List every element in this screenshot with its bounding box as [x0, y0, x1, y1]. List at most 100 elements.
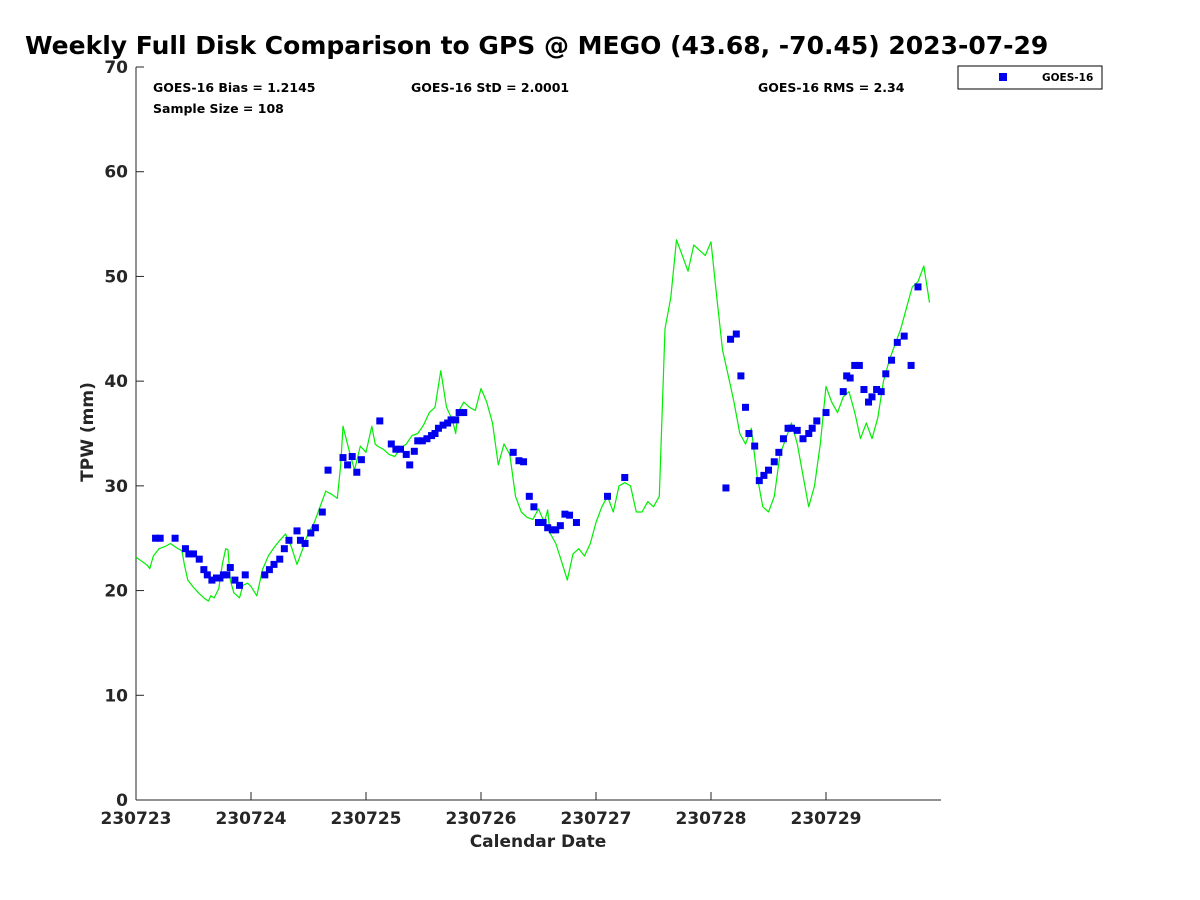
- y-tick-label: 40: [104, 372, 128, 392]
- goes16-data-point: [439, 421, 447, 429]
- goes16-data-point: [190, 550, 197, 558]
- goes16-data-point: [226, 564, 234, 572]
- goes16-data-point: [855, 361, 863, 369]
- goes16-data-point: [900, 332, 908, 340]
- goes16-data-point: [621, 473, 629, 481]
- y-tick-label: 0: [116, 791, 128, 811]
- goes16-data-point: [520, 458, 528, 466]
- goes16-data-point: [566, 511, 574, 519]
- goes16-data-point: [742, 403, 749, 411]
- plot-frame: [135, 67, 941, 801]
- y-tick-label: 60: [104, 163, 128, 183]
- goes16-data-point: [414, 437, 422, 445]
- gps-line-layer: [135, 239, 931, 602]
- goes16-data-point: [839, 388, 847, 396]
- goes16-data-point: [544, 524, 552, 532]
- axis-ticks: [135, 66, 827, 801]
- goes16-data-point: [185, 550, 193, 558]
- goes16-data-point: [285, 536, 293, 544]
- goes16-data-point: [515, 457, 523, 465]
- goes16-data-point: [357, 456, 365, 464]
- goes16-data-point: [423, 435, 431, 443]
- y-tick-label: 50: [104, 267, 128, 287]
- goes16-data-point: [431, 430, 439, 437]
- goes16-data-point: [434, 424, 442, 432]
- goes16-data-point: [402, 450, 410, 458]
- goes16-data-point: [893, 338, 901, 346]
- sample-size-annotation: Sample Size = 108: [153, 101, 284, 116]
- goes16-data-point: [181, 545, 189, 553]
- x-tick-label: 230724: [216, 809, 287, 829]
- goes16-data-point: [270, 560, 278, 568]
- goes16-data-point: [914, 283, 922, 291]
- goes16-data-point: [460, 409, 468, 417]
- goes16-data-point: [813, 417, 821, 425]
- x-axis-label: Calendar Date: [470, 832, 607, 852]
- goes16-data-point: [200, 566, 208, 574]
- goes16-data-point: [203, 571, 211, 579]
- y-tick-label: 30: [104, 477, 128, 497]
- goes16-data-point: [397, 445, 404, 453]
- goes16-data-point: [261, 571, 269, 579]
- goes16-data-point: [452, 416, 460, 424]
- goes16-data-point: [799, 435, 807, 443]
- goes16-data-point: [770, 458, 778, 466]
- goes16-data-point: [152, 534, 160, 542]
- goes16-data-point: [265, 566, 273, 574]
- goes16-data-point: [865, 398, 873, 406]
- goes16-points-layer: [152, 283, 922, 589]
- y-tick-label: 20: [104, 582, 128, 602]
- legend: GOES-16: [957, 65, 1103, 90]
- goes16-data-point: [348, 453, 356, 461]
- y-axis-tick-labels: 0 10 20 30 40 50 60 70: [104, 58, 128, 811]
- x-tick-label: 230729: [791, 809, 862, 829]
- goes16-data-point: [877, 388, 885, 396]
- y-tick-label: 10: [104, 686, 128, 706]
- goes16-data-point: [208, 576, 216, 584]
- goes16-data-point: [888, 356, 896, 364]
- goes16-data-point: [873, 386, 881, 394]
- chart-title: Weekly Full Disk Comparison to GPS @ MEG…: [25, 31, 1048, 60]
- goes16-data-point: [410, 447, 418, 455]
- goes16-data-point: [539, 519, 547, 527]
- goes16-data-point: [387, 440, 395, 448]
- gps-tpw-line: [135, 239, 931, 602]
- goes16-data-point: [376, 417, 384, 425]
- goes16-data-point: [805, 430, 813, 437]
- goes16-data-point: [301, 539, 309, 547]
- x-tick-label: 230725: [331, 809, 402, 829]
- goes16-data-point: [882, 370, 890, 378]
- x-tick-label: 230726: [446, 809, 517, 829]
- goes16-data-point: [241, 571, 249, 579]
- goes16-data-point: [223, 571, 231, 579]
- goes16-data-point: [276, 555, 284, 563]
- goes16-data-point: [822, 409, 830, 417]
- goes16-data-point: [737, 372, 745, 380]
- goes16-data-point: [808, 424, 816, 432]
- legend-marker: [999, 73, 1007, 81]
- goes16-data-point: [727, 335, 735, 343]
- goes16-data-point: [760, 471, 768, 479]
- goes16-data-point: [868, 393, 876, 401]
- goes16-data-point: [392, 445, 400, 453]
- goes16-data-point: [525, 492, 533, 500]
- y-tick-label: 70: [104, 58, 128, 78]
- rms-annotation: GOES-16 RMS = 2.34: [758, 80, 905, 95]
- goes16-data-point: [732, 330, 740, 338]
- goes16-data-point: [907, 361, 915, 369]
- goes16-data-point: [556, 522, 564, 530]
- goes16-data-point: [572, 519, 580, 527]
- goes16-data-point: [535, 519, 542, 527]
- std-annotation: GOES-16 StD = 2.0001: [411, 80, 569, 95]
- goes16-data-point: [788, 424, 795, 432]
- bias-annotation: GOES-16 Bias = 1.2145: [153, 80, 315, 95]
- x-tick-label: 230723: [101, 809, 172, 829]
- goes16-data-point: [561, 510, 569, 518]
- goes16-data-point: [406, 461, 414, 469]
- legend-label: GOES-16: [1042, 72, 1093, 84]
- goes16-data-point: [793, 426, 801, 434]
- goes16-data-point: [765, 466, 772, 474]
- goes16-data-point: [530, 503, 538, 511]
- goes16-data-point: [775, 448, 783, 456]
- goes16-data-point: [509, 448, 517, 456]
